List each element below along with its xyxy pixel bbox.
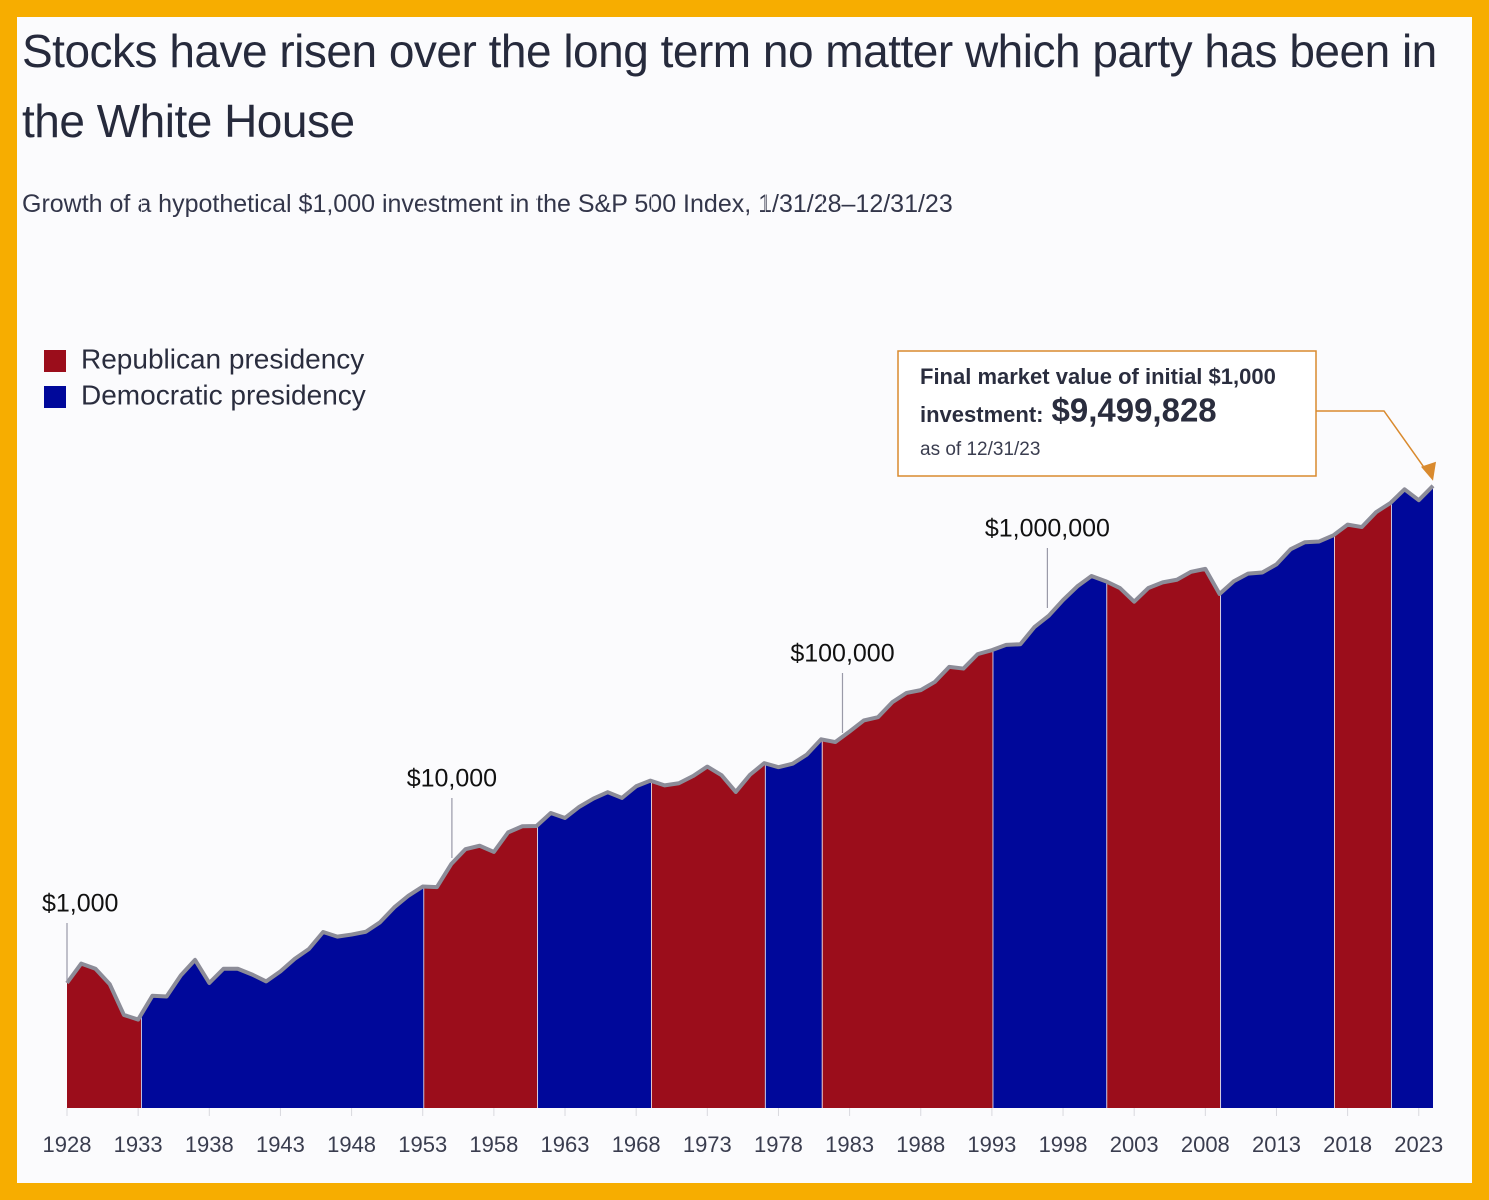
legend-label: Republican presidency <box>81 343 364 374</box>
x-tick-label: 1928 <box>43 1132 92 1157</box>
chart-subtitle: Growth of a hypothetical $1,000 investme… <box>22 190 953 218</box>
presidency-area <box>651 763 765 1108</box>
chart-title: Stocks have risen over the long term no … <box>22 25 1437 147</box>
x-tick-label: 2008 <box>1181 1132 1230 1157</box>
x-tick-label: 2013 <box>1252 1132 1301 1157</box>
presidency-area <box>992 576 1107 1108</box>
x-tick-label: 1958 <box>469 1132 518 1157</box>
growth-line <box>65 484 1435 1022</box>
milestone-label: $100,000 <box>790 640 894 668</box>
milestone-label: $1,000,000 <box>985 515 1110 543</box>
milestone-label: $10,000 <box>407 765 497 793</box>
callout-arrowhead <box>1421 461 1436 481</box>
x-tick-label: 1998 <box>1039 1132 1088 1157</box>
legend-swatch <box>44 350 66 372</box>
presidency-area <box>1220 534 1335 1108</box>
callout-value: $9,499,828 <box>1051 392 1216 429</box>
x-tick-label: 2003 <box>1110 1132 1159 1157</box>
x-tick-label: 2023 <box>1394 1132 1443 1157</box>
x-tick-label: 1968 <box>612 1132 661 1157</box>
callout-lead: investment: <box>920 402 1043 427</box>
legend-label: Democratic presidency <box>81 379 366 410</box>
presidency-area <box>1391 485 1433 1108</box>
presidency-area <box>764 739 822 1108</box>
x-tick-label: 1933 <box>114 1132 163 1157</box>
x-tick-label: 1973 <box>683 1132 732 1157</box>
callout-note: as of 12/31/23 <box>920 439 1040 460</box>
x-tick-label: 1993 <box>967 1132 1016 1157</box>
callout-text: Final market value of initial $1,000 <box>920 364 1276 389</box>
presidency-area <box>140 886 424 1108</box>
milestone-label: $1,000 <box>42 890 118 918</box>
x-tick-label: 1988 <box>896 1132 945 1157</box>
callout-box <box>897 350 1317 477</box>
presidency-area <box>537 780 652 1108</box>
presidency-area <box>1106 568 1221 1108</box>
presidency-area <box>67 963 141 1108</box>
legend-swatch <box>44 386 66 408</box>
x-tick-label: 1978 <box>754 1132 803 1157</box>
presidency-area <box>821 649 993 1108</box>
presidency-area <box>423 825 538 1108</box>
callout-arrow <box>1316 410 1431 477</box>
x-tick-label: 1983 <box>825 1132 874 1157</box>
x-tick-label: 1963 <box>541 1132 590 1157</box>
x-tick-label: 1953 <box>398 1132 447 1157</box>
x-tick-label: 1948 <box>327 1132 376 1157</box>
x-tick-label: 1938 <box>185 1132 234 1157</box>
x-tick-label: 1943 <box>256 1132 305 1157</box>
x-tick-label: 2018 <box>1323 1132 1372 1157</box>
presidency-area <box>1334 502 1392 1108</box>
